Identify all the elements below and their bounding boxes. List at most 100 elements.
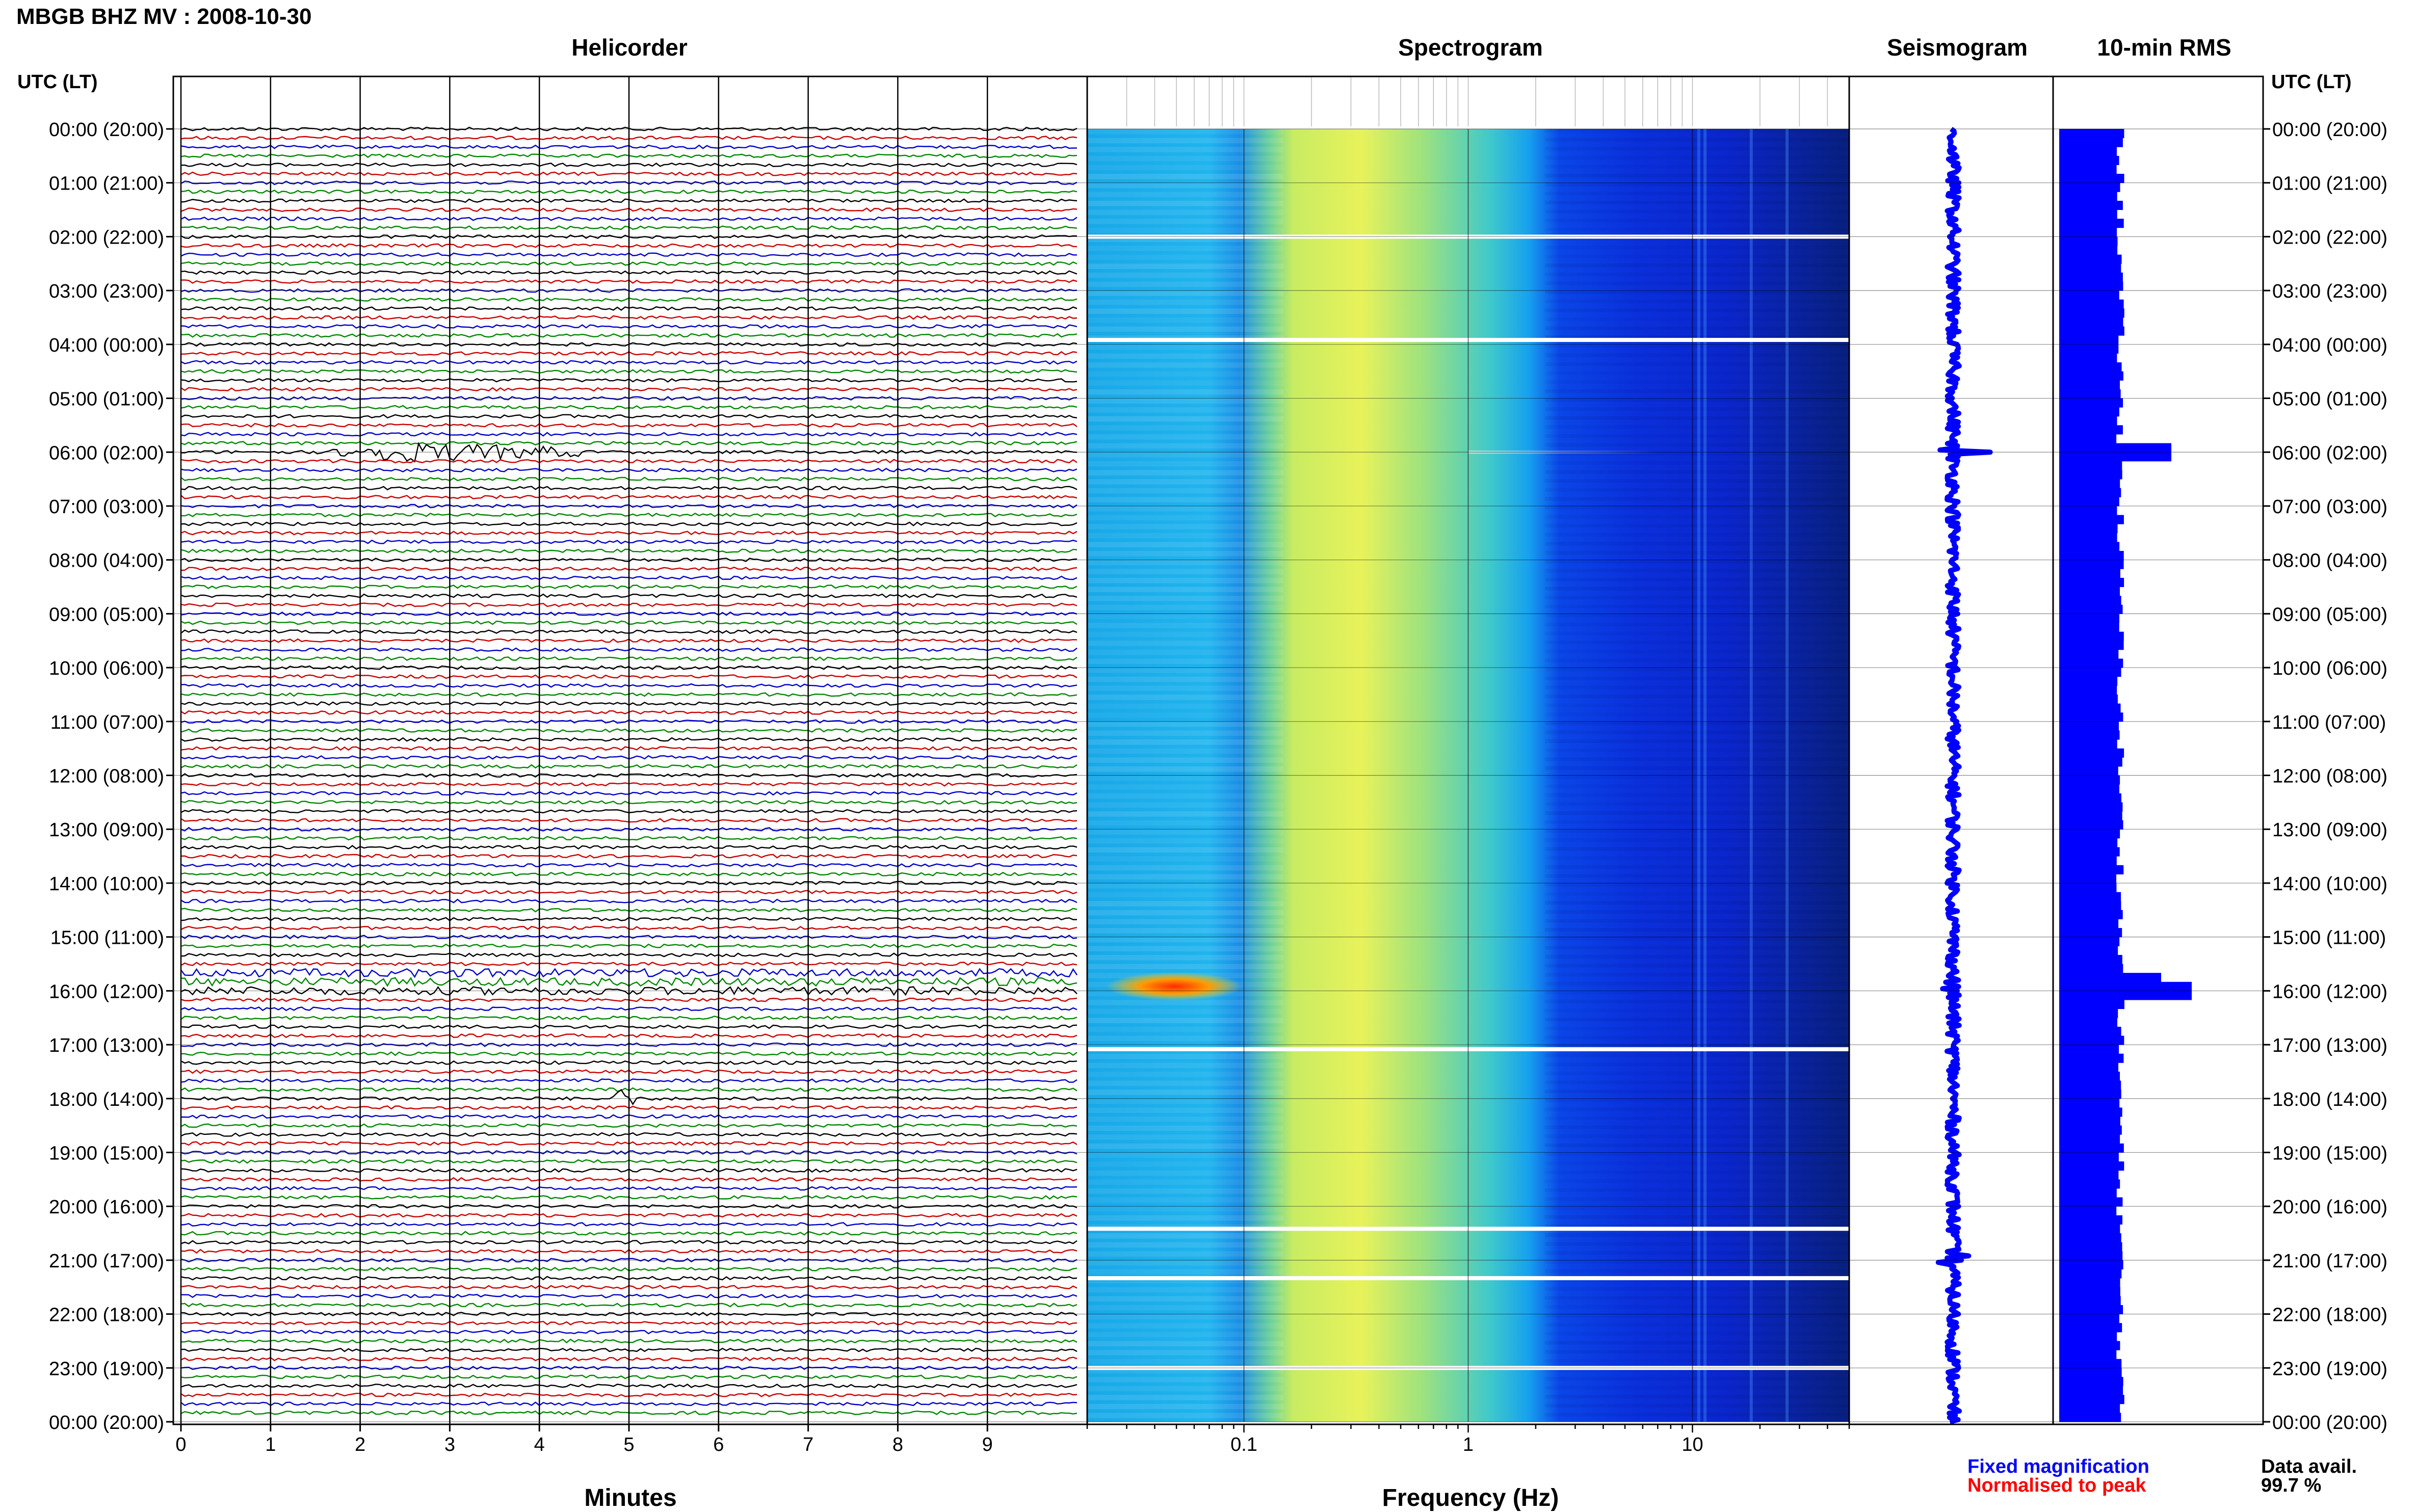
- y-tick-label-left: 18:00 (14:00): [49, 1089, 164, 1110]
- spectrogram-texture-row: [1545, 1296, 1849, 1300]
- rms-bar: [2059, 515, 2124, 524]
- rms-bar: [2059, 596, 2121, 605]
- spectrogram-texture-row: [1545, 398, 1849, 402]
- rms-bar: [2059, 1206, 2117, 1216]
- spectrogram-texture-row: [1087, 784, 1284, 790]
- spectrogram-texture-row: [1087, 1278, 1284, 1284]
- rms-bar: [2059, 622, 2119, 632]
- spectrogram-texture-row: [1087, 721, 1284, 727]
- rms-bar: [2059, 587, 2120, 596]
- spectrogram-texture-row: [1545, 452, 1849, 456]
- rms-bar: [2059, 1376, 2123, 1387]
- spectrogram-texture-row: [1545, 129, 1849, 133]
- spectrogram-texture-row: [1545, 353, 1849, 357]
- spectrogram-texture-row: [1545, 587, 1849, 591]
- rms-bar: [2059, 811, 2122, 821]
- spectrogram-texture-row: [1087, 236, 1284, 242]
- spectrogram-texture-row: [1545, 147, 1849, 151]
- rms-bar: [2059, 470, 2122, 480]
- spectrogram-texture-row: [1087, 703, 1284, 709]
- spectrogram-x-tick-label: 10: [1682, 1434, 1703, 1455]
- spectrogram-texture-row: [1545, 1305, 1849, 1309]
- spectrogram-texture-row: [1545, 1018, 1849, 1022]
- spectrogram-texture-row: [1087, 964, 1284, 970]
- spectrogram-texture-row: [1545, 685, 1849, 689]
- rms-bar: [2059, 551, 2124, 561]
- utc-label-right: UTC (LT): [2271, 71, 2352, 93]
- spectrogram-texture-row: [1087, 999, 1284, 1005]
- spectrogram-texture-row: [1545, 524, 1849, 528]
- y-tick-label-left: 14:00 (10:00): [49, 873, 164, 895]
- spectrogram-texture-row: [1545, 739, 1849, 744]
- y-tick-label-right: 12:00 (08:00): [2272, 766, 2387, 787]
- spectrogram-texture-row: [1087, 641, 1284, 646]
- spectrogram-texture-row: [1545, 1107, 1849, 1111]
- y-tick-label-left: 15:00 (11:00): [50, 927, 164, 949]
- spectrogram-texture-row: [1087, 766, 1284, 772]
- rms-bar: [2059, 658, 2123, 668]
- spectrogram-texture-row: [1545, 937, 1849, 941]
- rms-bar: [2059, 1107, 2122, 1117]
- spectrogram-texture-row: [1545, 973, 1849, 977]
- rms-bar: [2059, 1305, 2123, 1315]
- spectrogram-texture-row: [1087, 658, 1284, 665]
- spectrogram-texture-row: [1087, 928, 1284, 934]
- spectrogram-texture-row: [1545, 1224, 1849, 1228]
- spectrogram-texture-row: [1087, 1403, 1284, 1410]
- spectrogram-texture-row: [1087, 524, 1284, 529]
- rms-bar: [2059, 1143, 2124, 1153]
- spectrogram-texture-row: [1087, 542, 1284, 548]
- spectrogram-texture-row: [1087, 856, 1284, 862]
- rms-bar: [2059, 775, 2120, 785]
- rms-bar: [2059, 1260, 2123, 1269]
- spectrogram-texture-row: [1087, 1350, 1284, 1356]
- spectrogram-line: [1749, 129, 1753, 1422]
- rms-bar: [2059, 1341, 2120, 1350]
- rms-bar: [2059, 1233, 2121, 1243]
- data-avail-label: Data avail.: [2261, 1456, 2357, 1477]
- spectrogram-texture-row: [1087, 811, 1284, 817]
- y-tick-label-left: 13:00 (09:00): [49, 819, 164, 841]
- spectrogram-texture-row: [1087, 308, 1284, 314]
- spectrogram-texture-row: [1087, 443, 1284, 449]
- spectrogram-texture-row: [1545, 1090, 1849, 1094]
- spectrogram-texture-row: [1545, 389, 1849, 393]
- rms-bar: [2059, 1045, 2119, 1054]
- y-tick-label-right: 18:00 (14:00): [2272, 1089, 2387, 1110]
- spectrogram-texture-row: [1087, 685, 1284, 691]
- spectrogram-texture-row: [1087, 138, 1284, 144]
- spectrogram-texture-row: [1087, 874, 1284, 880]
- spectrogram-texture-row: [1545, 1215, 1849, 1219]
- spectrogram-event: [1106, 972, 1243, 1001]
- spectrogram-texture-row: [1087, 631, 1284, 638]
- spectrogram-texture-row: [1545, 506, 1849, 510]
- spectrogram-texture-row: [1087, 569, 1284, 574]
- spectrogram-texture-row: [1087, 353, 1284, 359]
- rms-bar: [2059, 1359, 2122, 1368]
- rms-bar: [2059, 1053, 2124, 1063]
- rms-bar: [2059, 1009, 2118, 1018]
- spectrogram-texture-row: [1545, 1009, 1849, 1013]
- spectrogram-texture-row: [1545, 362, 1849, 366]
- spectrogram-texture-row: [1087, 1071, 1284, 1077]
- rms-bar: [2059, 129, 2124, 139]
- y-tick-label-left: 07:00 (03:00): [49, 496, 164, 518]
- spectrogram-texture-row: [1545, 838, 1849, 842]
- helicorder-x-tick-label: 8: [892, 1434, 903, 1455]
- spectrogram-texture-row: [1545, 569, 1849, 573]
- spectrogram-texture-row: [1545, 946, 1849, 950]
- spectrogram-texture-row: [1545, 255, 1849, 258]
- rms-bar: [2059, 299, 2124, 309]
- rms-bar: [2059, 560, 2124, 569]
- rms-bar: [2059, 246, 2118, 255]
- spectrogram-texture-row: [1087, 712, 1284, 718]
- y-tick-label-right: 07:00 (03:00): [2272, 496, 2387, 518]
- rms-bar: [2059, 766, 2118, 776]
- spectrogram-texture-row: [1087, 1125, 1284, 1131]
- spectrogram-texture-row: [1545, 1386, 1849, 1390]
- rms-bar: [2059, 1386, 2123, 1395]
- y-tick-label-right: 11:00 (07:00): [2272, 712, 2386, 733]
- spectrogram-texture-row: [1087, 1269, 1284, 1275]
